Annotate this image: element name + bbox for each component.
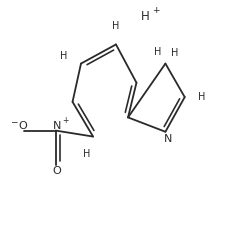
Text: +: + bbox=[152, 7, 160, 15]
Text: H: H bbox=[141, 10, 150, 23]
Text: N: N bbox=[53, 121, 61, 131]
Text: O: O bbox=[18, 121, 27, 131]
Text: O: O bbox=[52, 166, 61, 175]
Text: H: H bbox=[61, 51, 68, 61]
Text: −: − bbox=[10, 117, 18, 126]
Text: N: N bbox=[164, 134, 172, 144]
Text: H: H bbox=[198, 92, 205, 102]
Text: H: H bbox=[154, 47, 162, 57]
Text: H: H bbox=[83, 150, 91, 159]
Text: H: H bbox=[171, 48, 179, 58]
Text: +: + bbox=[62, 116, 69, 125]
Text: H: H bbox=[112, 21, 120, 31]
